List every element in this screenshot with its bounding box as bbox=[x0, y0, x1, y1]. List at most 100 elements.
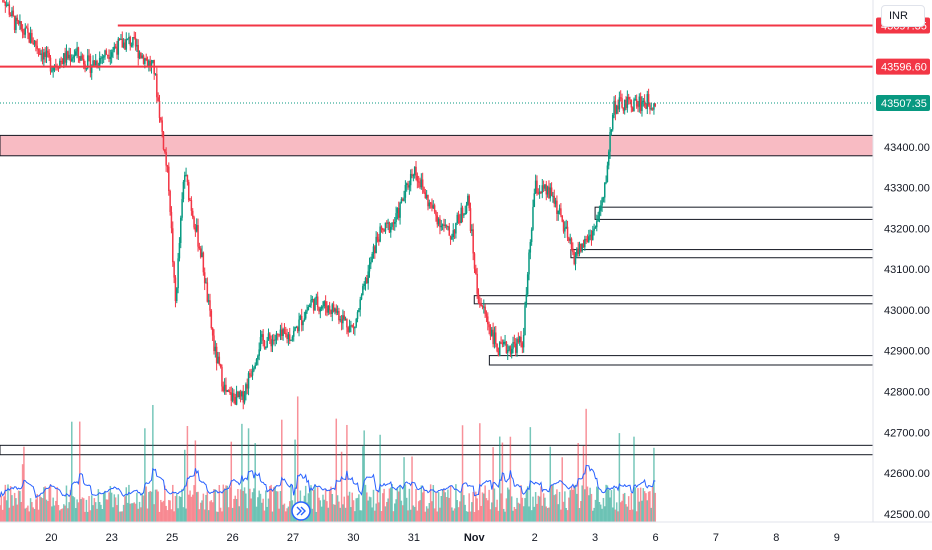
volume-bar bbox=[471, 502, 473, 522]
volume-bar bbox=[380, 511, 383, 522]
candle-body bbox=[359, 299, 361, 310]
candle-body bbox=[439, 218, 441, 228]
volume-bar bbox=[467, 511, 469, 522]
candle-body bbox=[267, 333, 270, 341]
candle-body bbox=[606, 165, 609, 182]
volume-bar bbox=[509, 436, 512, 522]
candle-body bbox=[215, 346, 218, 364]
x-tick-label: 3 bbox=[592, 532, 598, 544]
volume-bar bbox=[55, 500, 57, 522]
candle-body bbox=[597, 215, 599, 222]
volume-bar bbox=[44, 486, 46, 522]
candle-body bbox=[150, 62, 153, 68]
candle-body bbox=[219, 364, 222, 367]
volume-bar bbox=[36, 494, 38, 522]
volume-bar bbox=[362, 446, 364, 522]
volume-bar bbox=[32, 507, 34, 522]
volume-bar bbox=[557, 504, 559, 522]
volume-bar bbox=[20, 501, 23, 522]
candle-body bbox=[49, 57, 52, 72]
currency-label[interactable]: INR bbox=[881, 5, 925, 27]
volume-bar bbox=[172, 484, 174, 522]
volume-bar bbox=[77, 502, 80, 522]
volume-bar bbox=[4, 484, 7, 522]
candle-body bbox=[557, 210, 559, 214]
candle-body bbox=[85, 68, 88, 70]
volume-bar bbox=[534, 492, 537, 522]
candle-body bbox=[625, 99, 627, 108]
price-axis[interactable]: 42500.00 42600.00 42700.00 42800.00 42900.00… bbox=[884, 142, 930, 521]
volume-bar bbox=[542, 493, 545, 522]
volume-bar bbox=[174, 496, 177, 522]
volume-bar bbox=[472, 491, 474, 522]
volume-bar bbox=[121, 511, 124, 522]
candle-body bbox=[116, 48, 118, 55]
volume-bar bbox=[594, 499, 597, 522]
volume-bar bbox=[433, 508, 436, 522]
volume-bar bbox=[199, 502, 202, 522]
volume-bar bbox=[266, 506, 268, 522]
volume-bar bbox=[336, 495, 339, 522]
volume-bar bbox=[194, 440, 197, 522]
volume-bar bbox=[376, 490, 379, 522]
candle-body bbox=[464, 213, 466, 215]
volume-bar bbox=[647, 491, 650, 522]
candle-body bbox=[259, 337, 262, 350]
volume-bar bbox=[364, 484, 367, 522]
candle-body bbox=[394, 221, 396, 224]
volume-bar bbox=[417, 501, 420, 522]
volume-bar bbox=[541, 505, 544, 522]
volume-bar bbox=[521, 497, 524, 522]
volume-bar bbox=[582, 446, 585, 522]
x-tick-label: 8 bbox=[773, 532, 779, 544]
volume-bar bbox=[157, 491, 159, 522]
candle-body bbox=[122, 42, 125, 48]
candle-body bbox=[69, 54, 72, 62]
volume-bar bbox=[207, 510, 210, 522]
candle-body bbox=[41, 53, 44, 60]
candle-body bbox=[375, 236, 377, 254]
candle-body bbox=[565, 226, 567, 229]
candle-body bbox=[334, 308, 336, 312]
candle-body bbox=[631, 107, 634, 112]
horizontal-lines[interactable] bbox=[0, 24, 873, 104]
candle-body bbox=[588, 236, 590, 242]
candle-body bbox=[273, 339, 275, 341]
candle-body bbox=[607, 151, 610, 166]
candle-body bbox=[366, 278, 368, 284]
volume-bar bbox=[73, 497, 76, 522]
volume-bar bbox=[613, 488, 615, 522]
volume-bar bbox=[505, 498, 508, 522]
candle-body bbox=[32, 43, 34, 45]
volume-bar bbox=[105, 499, 108, 522]
zone-boxes bbox=[0, 134, 874, 456]
candle-body bbox=[142, 55, 145, 64]
volume-bar bbox=[649, 491, 651, 522]
candle-body bbox=[645, 105, 647, 109]
volume-bar bbox=[479, 423, 481, 522]
volume-bar bbox=[347, 495, 349, 522]
volume-bar bbox=[645, 493, 647, 522]
candle-body bbox=[136, 44, 138, 47]
volume-bar bbox=[197, 491, 199, 522]
volume-bar bbox=[332, 504, 335, 522]
candle-body bbox=[233, 393, 235, 397]
candle-body bbox=[520, 336, 522, 343]
candle-body bbox=[605, 181, 607, 184]
candle-body bbox=[566, 226, 569, 238]
candle-body bbox=[201, 252, 203, 258]
volume-bar bbox=[532, 496, 534, 522]
volume-bar bbox=[339, 507, 342, 522]
candle-body bbox=[94, 60, 97, 66]
candle-body bbox=[497, 351, 500, 357]
candle-body bbox=[279, 329, 282, 336]
candle-body bbox=[424, 192, 427, 198]
scroll-to-realtime-icon[interactable] bbox=[291, 501, 311, 521]
volume-bar bbox=[631, 509, 634, 522]
candle-body bbox=[339, 319, 342, 321]
candle-body bbox=[532, 206, 534, 230]
candle-body bbox=[411, 173, 413, 176]
candle-body bbox=[432, 205, 435, 209]
time-axis[interactable]: 20 23 25 26 27 30 31 Nov 2 3 6 7 8 9 bbox=[45, 532, 840, 544]
